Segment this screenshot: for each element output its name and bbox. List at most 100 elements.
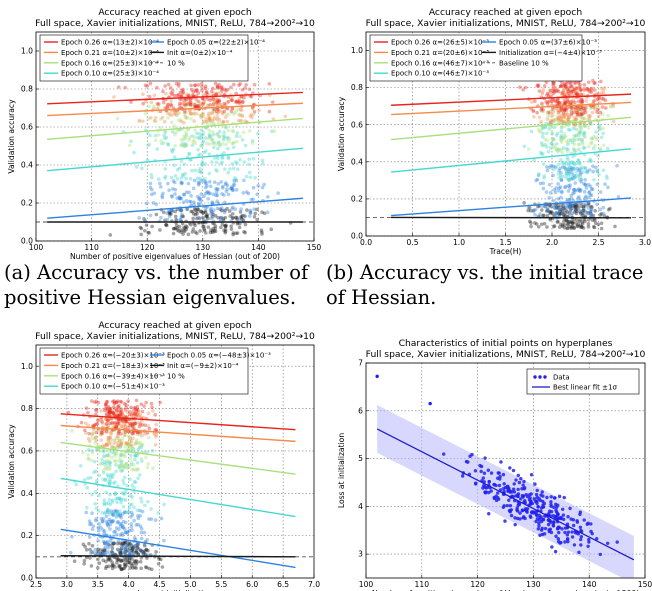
data-point — [160, 194, 164, 198]
data-point — [96, 525, 101, 530]
data-point — [573, 86, 578, 90]
data-point — [217, 129, 222, 134]
data-point — [260, 210, 264, 214]
data-point — [595, 202, 599, 207]
data-point — [572, 162, 577, 167]
data-point — [537, 115, 542, 120]
data-point — [571, 191, 575, 196]
data-point — [113, 400, 117, 405]
data-point — [199, 115, 204, 120]
data-point — [124, 549, 129, 554]
data-point — [572, 204, 576, 208]
data-point — [99, 432, 104, 437]
fit-line — [47, 102, 303, 117]
data-point — [204, 149, 208, 153]
data-point — [94, 506, 99, 511]
data-point — [571, 98, 576, 103]
data-point — [100, 419, 104, 424]
data-point — [260, 185, 265, 190]
data-point — [574, 91, 578, 95]
data-point — [546, 209, 550, 213]
data-point — [479, 469, 483, 474]
data-point — [144, 223, 149, 227]
data-point — [549, 509, 554, 514]
data-point — [240, 99, 245, 104]
data-point — [141, 101, 145, 106]
data-point — [113, 421, 118, 425]
data-point — [221, 184, 225, 189]
data-point — [596, 106, 601, 110]
data-point — [121, 418, 125, 422]
data-point — [114, 469, 118, 474]
data-point — [567, 204, 571, 209]
data-point — [259, 228, 264, 233]
data-point — [526, 205, 531, 210]
data-point — [566, 157, 570, 162]
data-point — [554, 142, 559, 146]
data-point — [560, 527, 564, 531]
data-point — [233, 110, 237, 115]
data-point — [119, 550, 123, 555]
data-point — [123, 540, 128, 544]
data-point — [123, 85, 128, 90]
data-point — [218, 102, 223, 107]
data-point — [600, 105, 605, 109]
data-point — [161, 100, 166, 105]
data-point — [558, 116, 562, 121]
data-point — [554, 133, 559, 138]
data-point — [121, 566, 125, 571]
data-point — [196, 83, 201, 87]
data-point — [98, 551, 103, 556]
data-point — [531, 108, 536, 113]
data-point — [202, 227, 207, 231]
data-point — [179, 119, 184, 124]
data-point — [574, 105, 578, 110]
data-point — [209, 216, 213, 221]
data-point — [555, 206, 560, 211]
data-point — [562, 83, 567, 88]
data-point — [136, 447, 140, 452]
data-point — [549, 125, 553, 130]
data-point — [97, 493, 101, 498]
data-point — [194, 104, 198, 109]
data-point — [138, 430, 143, 435]
data-point — [113, 459, 118, 463]
data-point — [562, 160, 567, 165]
data-point — [156, 133, 161, 137]
data-point — [104, 514, 109, 519]
data-point — [82, 477, 87, 482]
data-point — [579, 128, 583, 133]
data-point — [129, 439, 134, 444]
data-point — [129, 413, 134, 417]
data-point — [567, 178, 571, 182]
data-point — [553, 165, 558, 169]
data-point — [194, 88, 199, 92]
data-point — [153, 428, 157, 432]
data-point — [90, 543, 95, 548]
data-point — [235, 167, 240, 172]
data-point — [88, 475, 93, 480]
data-point — [555, 131, 560, 136]
data-point — [146, 424, 151, 428]
data-point — [178, 90, 183, 95]
data-point — [571, 126, 576, 131]
data-point — [180, 172, 185, 177]
data-point — [216, 120, 221, 125]
data-point — [562, 108, 567, 113]
data-point — [101, 448, 106, 453]
data-point — [108, 406, 113, 411]
data-point — [243, 230, 247, 235]
data-point — [152, 432, 157, 437]
data-point — [89, 458, 94, 463]
data-point — [201, 111, 205, 116]
data-point — [250, 139, 255, 143]
legend-label: Epoch 0.05 α=(−48±3)×10⁻³ — [167, 352, 271, 360]
data-point — [97, 528, 101, 533]
data-point — [569, 113, 574, 117]
data-point — [178, 218, 183, 222]
data-point — [265, 210, 270, 215]
data-point — [571, 154, 575, 159]
data-point — [112, 412, 117, 417]
data-point — [146, 548, 150, 553]
data-point — [156, 105, 161, 109]
